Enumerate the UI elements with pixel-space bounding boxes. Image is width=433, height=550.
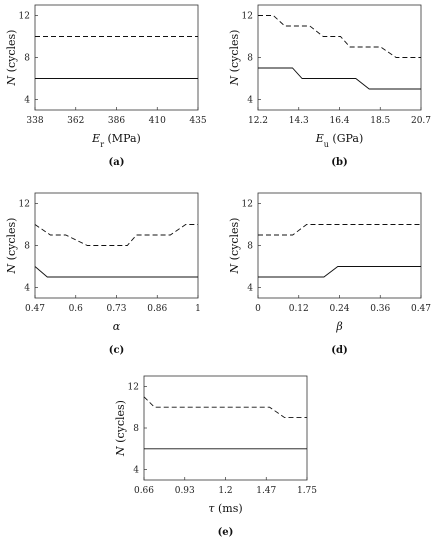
x-tick-label: 1 [195,304,201,314]
series-line-solid [34,266,198,278]
y-axis-label: N (cycles) [228,30,241,87]
x-tick-label: 362 [67,116,84,126]
x-tick-label: 1.47 [256,486,276,496]
y-tick-label: 12 [19,200,30,210]
chart-panel-2: 12.2 14.3 16.4 18.5 20.7 4 8 12N (cycles) Eu (GP… [228,4,431,168]
y-tick-label: 8 [24,242,30,252]
panel-label: (e) [218,527,234,538]
y-axis-label: N (cycles) [5,218,18,275]
panel-label: (b) [331,157,347,168]
x-tick-label: 0.12 [289,304,309,314]
panel-label: (c) [109,345,125,356]
chart-panel-1: 338 362 386 410 435 4 8 12N (cycles) Er (MPa) (a) [5,4,207,168]
y-axis-label: N (cycles) [228,218,241,275]
y-tick-label: 8 [24,54,30,64]
x-tick-label: 386 [108,116,125,126]
series-line-dashed [34,224,198,246]
chart-panel-3: 0.47 0.6 0.73 0.86 1 4 8 12N (cycles) α (c) [5,192,201,356]
y-tick-label: 12 [128,382,139,392]
x-tick-label: 338 [26,116,43,126]
series-line-dashed [258,15,421,58]
x-tick-label: 0 [255,304,261,314]
x-tick-label: 0.47 [411,304,431,314]
x-tick-label: 20.7 [411,116,431,126]
x-tick-label: 14.3 [289,116,309,126]
x-tick-label: 0.73 [106,304,126,314]
x-tick-label: 18.5 [370,116,390,126]
x-tick-label: 1.2 [218,486,232,496]
y-tick-label: 4 [247,284,253,294]
y-tick-label: 4 [24,284,30,294]
x-tick-label: 0.47 [25,304,45,314]
series-line-dashed [258,224,421,236]
y-tick-label: 12 [242,12,253,22]
x-tick-label: 0.6 [69,304,84,314]
x-axis-label: α [113,320,121,333]
x-axis-label: Er (MPa) [91,132,141,149]
plot-frame [257,192,422,299]
series-line-solid [258,266,421,278]
x-tick-label: 1.75 [297,486,317,496]
plot-frame [34,4,199,111]
y-axis-label: N (cycles) [5,30,18,87]
x-tick-label: 0.93 [175,486,195,496]
y-tick-label: 4 [24,96,30,106]
x-tick-label: 0.36 [370,304,390,314]
x-tick-label: 0.24 [329,304,349,314]
y-tick-label: 12 [19,12,30,22]
panel-label: (d) [331,345,347,356]
y-tick-label: 12 [242,200,253,210]
panel-label: (a) [109,157,125,168]
x-axis-label: β [335,320,342,333]
x-tick-label: 435 [189,116,206,126]
y-tick-label: 4 [133,466,139,476]
x-tick-label: 410 [149,116,166,126]
x-tick-label: 16.4 [329,116,349,126]
y-tick-label: 8 [247,242,253,252]
x-tick-label: 0.86 [147,304,167,314]
y-axis-label: N (cycles) [114,400,127,457]
y-tick-label: 4 [247,96,253,106]
series-line-dashed [143,396,307,419]
chart-panel-4: 0 0.12 0.24 0.36 0.47 4 8 12N (cycles) β (d) [228,192,431,356]
y-tick-label: 8 [247,54,253,64]
x-axis-label: Eu (GPa) [315,132,364,149]
y-tick-label: 8 [133,424,139,434]
plot-frame [143,375,308,481]
x-tick-label: 0.66 [134,486,154,496]
plot-frame [34,192,199,299]
series-line-solid [258,67,421,90]
x-tick-label: 12.2 [248,116,268,126]
x-axis-label: τ (ms) [208,502,242,515]
chart-panel-5: 0.66 0.93 1.2 1.47 1.75 4 8 12N (cycles) τ (ms) (… [114,375,317,538]
